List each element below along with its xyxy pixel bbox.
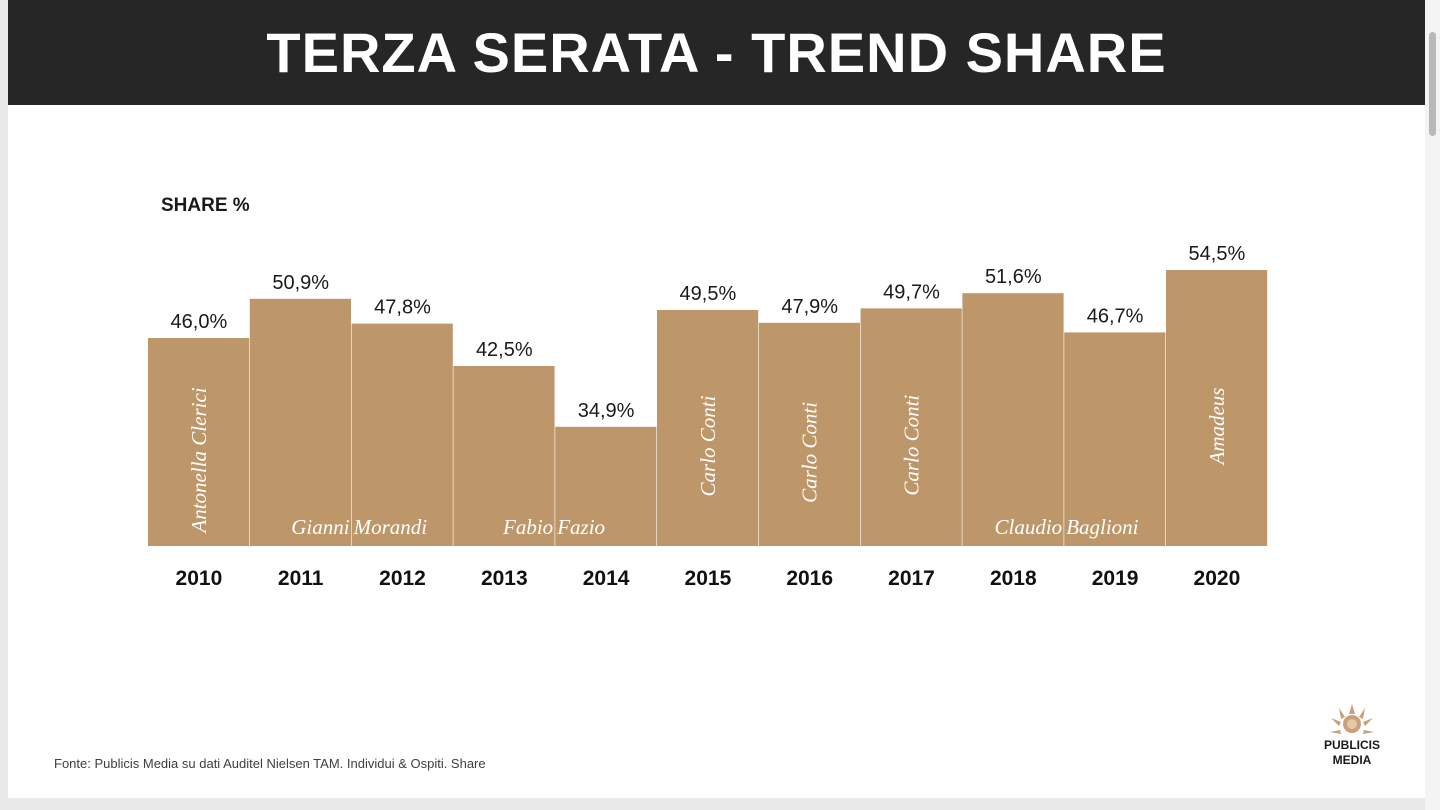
- title-bar: TERZA SERATA - TREND SHARE: [8, 0, 1425, 105]
- host-label-2016: Carlo Conti: [798, 402, 822, 503]
- host-label-2015: Carlo Conti: [696, 395, 720, 496]
- value-label-2018: 51,6%: [985, 266, 1042, 288]
- bar-2015: [657, 310, 759, 546]
- value-label-2014: 34,9%: [578, 400, 635, 422]
- host-label-2020: Amadeus: [1205, 388, 1229, 467]
- value-label-2011: 50,9%: [272, 272, 329, 294]
- host-label-2014: Fazio: [556, 515, 605, 539]
- x-tick-label-2017: 2017: [888, 567, 935, 590]
- bar-2020: [1166, 270, 1268, 546]
- logo-text-line2: MEDIA: [1332, 753, 1372, 767]
- value-label-2019: 46,7%: [1087, 305, 1144, 327]
- bar-2016: [758, 322, 860, 546]
- bar-2017: [860, 308, 962, 546]
- value-label-2010: 46,0%: [171, 311, 228, 333]
- y-axis-label: SHARE %: [161, 195, 250, 216]
- host-label-2017: Carlo Conti: [900, 395, 924, 496]
- x-tick-label-2020: 2020: [1194, 567, 1241, 590]
- x-tick-label-2015: 2015: [685, 567, 732, 590]
- x-tick-label-2013: 2013: [481, 567, 528, 590]
- host-label-2019: Baglioni: [1066, 515, 1138, 539]
- x-tick-label-2011: 2011: [278, 567, 324, 590]
- value-label-2016: 47,9%: [781, 296, 838, 318]
- x-tick-label-2014: 2014: [583, 567, 630, 590]
- bar-2019: [1064, 332, 1166, 546]
- bar-2014: [555, 426, 657, 546]
- bar-2013: [453, 366, 555, 546]
- bar-2018: [962, 293, 1064, 546]
- value-label-2015: 49,5%: [680, 283, 737, 305]
- host-label-2012: Morandi: [353, 515, 428, 539]
- bar-2012: [351, 323, 453, 546]
- sunburst-logo-icon: [1330, 704, 1374, 734]
- bar-2011: [249, 298, 351, 546]
- host-label-2010: Antonella Clerici: [187, 387, 211, 534]
- value-label-2012: 47,8%: [374, 297, 431, 319]
- x-tick-label-2018: 2018: [990, 567, 1037, 590]
- value-label-2020: 54,5%: [1189, 243, 1246, 265]
- host-label-2013: Fabio: [502, 515, 553, 539]
- x-tick-label-2016: 2016: [786, 567, 833, 590]
- host-label-2018: Claudio: [995, 515, 1063, 539]
- x-tick-label-2010: 2010: [176, 567, 223, 590]
- x-tick-label-2012: 2012: [379, 567, 426, 590]
- value-label-2017: 49,7%: [883, 281, 940, 303]
- bar-2010: [148, 338, 250, 546]
- publicis-media-logo: PUBLICIS MEDIA: [1312, 704, 1392, 768]
- source-note: Fonte: Publicis Media su dati Auditel Ni…: [54, 756, 486, 771]
- value-label-2013: 42,5%: [476, 339, 533, 361]
- vertical-scrollbar[interactable]: [1425, 0, 1440, 810]
- scrollbar-thumb[interactable]: [1429, 32, 1436, 136]
- x-tick-label-2019: 2019: [1092, 567, 1139, 590]
- page-title: TERZA SERATA - TREND SHARE: [266, 21, 1167, 84]
- bar-chart: SHARE % 46,0% 2010 Antonella Clerici 50,9% 2…: [148, 195, 1268, 590]
- host-label-2011: Gianni: [291, 515, 350, 539]
- logo-text-line1: PUBLICIS: [1323, 738, 1380, 752]
